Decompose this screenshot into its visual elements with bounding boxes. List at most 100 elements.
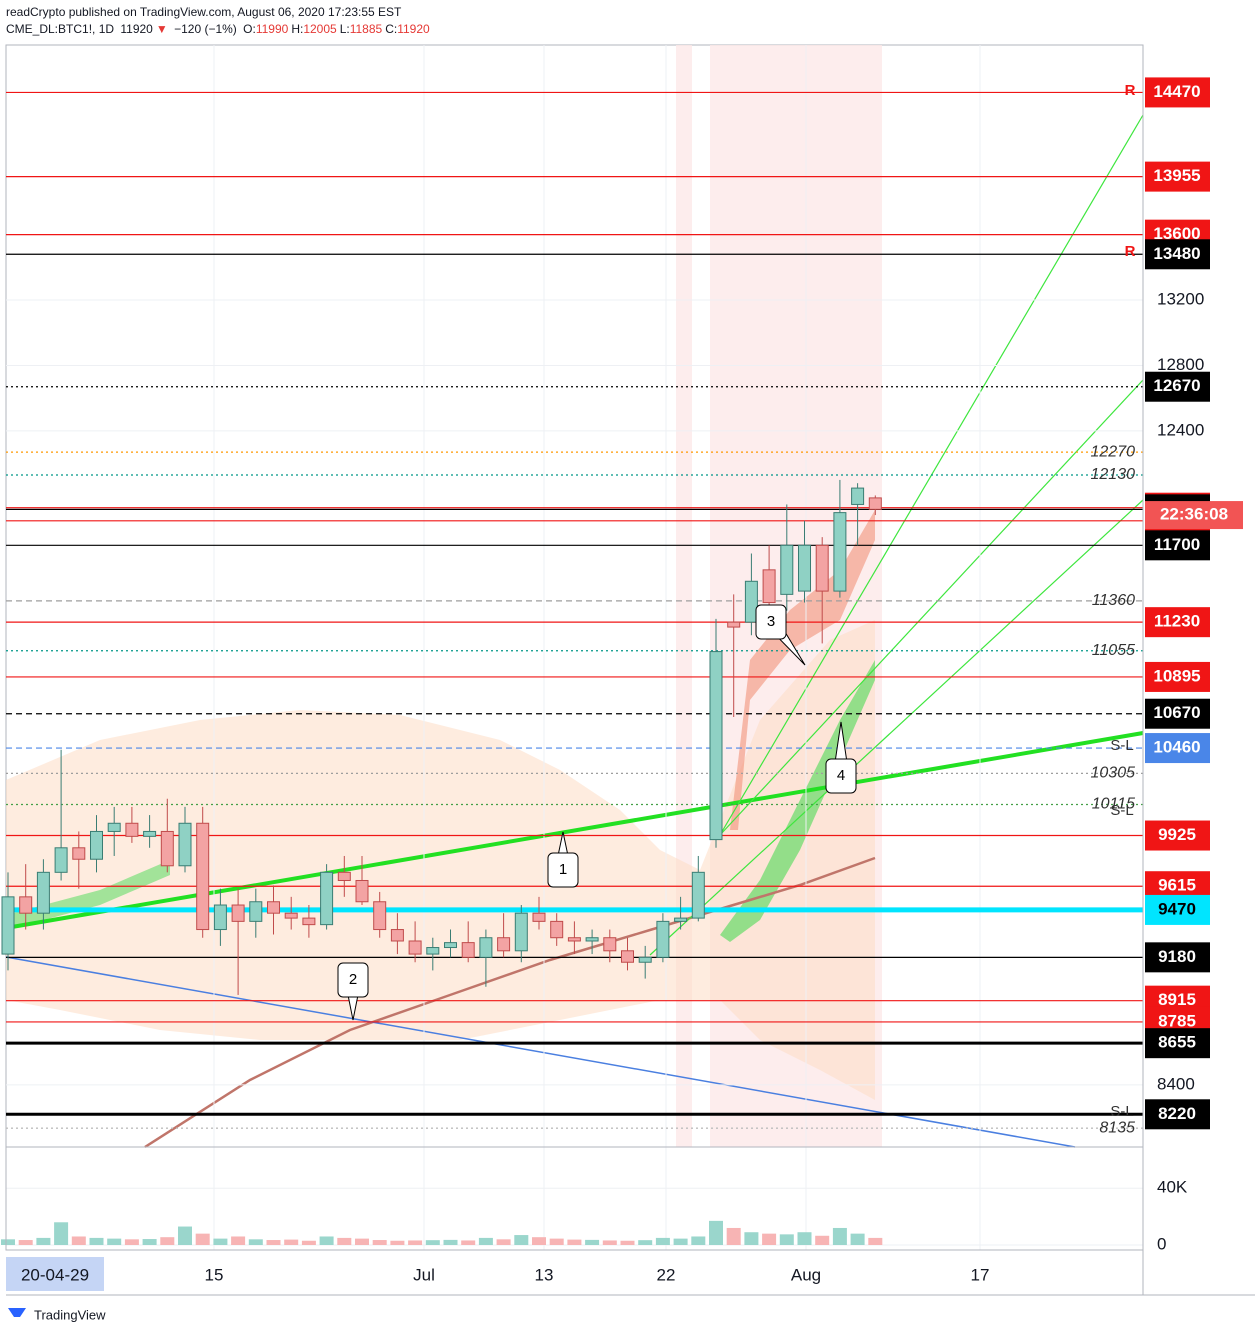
price-tag-label: 9180 (1158, 947, 1196, 966)
date-box (6, 1257, 104, 1291)
candle-body (815, 544, 829, 592)
y-tick-label: 8400 (1157, 1074, 1195, 1093)
callout-box (825, 758, 857, 794)
candle-body (621, 950, 634, 963)
volume-tick-label: 0 (1157, 1234, 1166, 1253)
candle-body (656, 920, 670, 958)
volume-bar (726, 1227, 741, 1245)
ohlc-label: C: (385, 22, 398, 36)
candle-body (426, 947, 440, 955)
volume-bar (832, 1227, 847, 1245)
quote-line: CME_DL:BTC1!, 1D 11920 ▼ −120 (−1%) O:119… (6, 21, 436, 38)
price-tag-label: 13480 (1153, 244, 1200, 263)
trend-line (649, 499, 1144, 956)
candle-body (798, 544, 811, 592)
candle-body (213, 904, 227, 931)
volume-bar (248, 1239, 263, 1245)
candle-body (90, 830, 103, 860)
candle-body (514, 912, 528, 952)
volume-bar (478, 1237, 493, 1245)
price-tag (1145, 1099, 1210, 1130)
price-tag (1145, 820, 1210, 851)
symbol: CME_DL:BTC1!, 1D (6, 22, 115, 36)
volume-bar (107, 1238, 122, 1245)
volume-bar (54, 1222, 69, 1245)
price-tag-label: 8655 (1158, 1033, 1196, 1052)
grid (6, 45, 1143, 1250)
volume-bar (514, 1235, 529, 1245)
volume-bar (337, 1237, 352, 1245)
volume-bar (142, 1239, 157, 1245)
ohlc-label: H: (291, 22, 304, 36)
candle-body (249, 901, 263, 922)
note-label: 12270 (1091, 443, 1136, 460)
y-tick-label: 12800 (1157, 355, 1204, 374)
tag: S-L (1110, 1103, 1133, 1120)
volume-bar (779, 1234, 794, 1245)
candle-body (585, 937, 599, 942)
logo (8, 1308, 26, 1317)
volume-bar (301, 1240, 316, 1245)
candle-body (160, 830, 174, 867)
price-tag-label: 10895 (1153, 666, 1200, 685)
ohlc-value: 11920 (397, 22, 430, 36)
tag: R (1125, 82, 1136, 99)
callout-label: 2 (349, 971, 357, 988)
candle-body (727, 621, 741, 628)
volume-bar (195, 1233, 210, 1245)
volume-bar (673, 1238, 688, 1245)
price-tag-label: 8220 (1158, 1104, 1196, 1123)
volume-bar (567, 1239, 582, 1245)
labels: 20-04-29 15 Jul 13 22 Aug 17132001280012400840… (6, 77, 1243, 1291)
volume-bar (1, 1239, 15, 1245)
x-tick-label: Aug (791, 1265, 821, 1284)
x-tick-label: 22 (657, 1265, 676, 1284)
callout-box (337, 962, 369, 998)
last-price: 11920 (120, 22, 153, 36)
candle-body (461, 942, 475, 958)
candle-body (231, 904, 245, 922)
price-tag-label: 9470 (1158, 899, 1196, 918)
candle-body (143, 830, 157, 837)
volume-bar (355, 1238, 369, 1245)
price-tag (1145, 371, 1210, 402)
callout-box (755, 604, 787, 640)
candle-body (373, 901, 387, 931)
candle-body (19, 896, 33, 914)
candle-body (337, 871, 351, 881)
candle-body (125, 822, 139, 837)
price-tag (1145, 530, 1210, 561)
candle-body (762, 569, 776, 604)
ohlc-value: 11885 (349, 22, 383, 36)
volume-bar (425, 1240, 440, 1245)
candle-body (833, 512, 847, 592)
volume-bar (638, 1240, 653, 1245)
candle-body (107, 822, 121, 832)
y-tick-label: 13200 (1157, 290, 1204, 309)
volume-bar (549, 1238, 564, 1245)
note-label: 11360 (1092, 592, 1135, 609)
volume-bar (602, 1240, 617, 1245)
candle-body (1, 896, 15, 955)
callout-label: 1 (559, 861, 567, 878)
callout-label: 4 (837, 767, 845, 784)
price-tag (1145, 894, 1210, 925)
price-tag (1145, 77, 1210, 108)
tag: S-L (1110, 737, 1133, 754)
volume-pane (5, 1146, 1144, 1251)
ohlc-label: O: (243, 22, 256, 36)
candle-body (691, 871, 705, 919)
volume-bar (762, 1233, 777, 1245)
price-tag-label: 11230 (1154, 612, 1200, 631)
price-tag-label: 9925 (1158, 825, 1196, 844)
x-tick-label: 17 (971, 1265, 990, 1284)
volume-bar (160, 1237, 175, 1245)
volume-bar (620, 1240, 635, 1245)
price-tag-label: 10460 (1153, 738, 1200, 757)
price-tag-label: 11700 (1154, 535, 1200, 554)
volume-bar (319, 1236, 334, 1245)
volume-bar (213, 1238, 228, 1245)
volume-bar (408, 1240, 423, 1245)
candle-body (178, 822, 192, 867)
